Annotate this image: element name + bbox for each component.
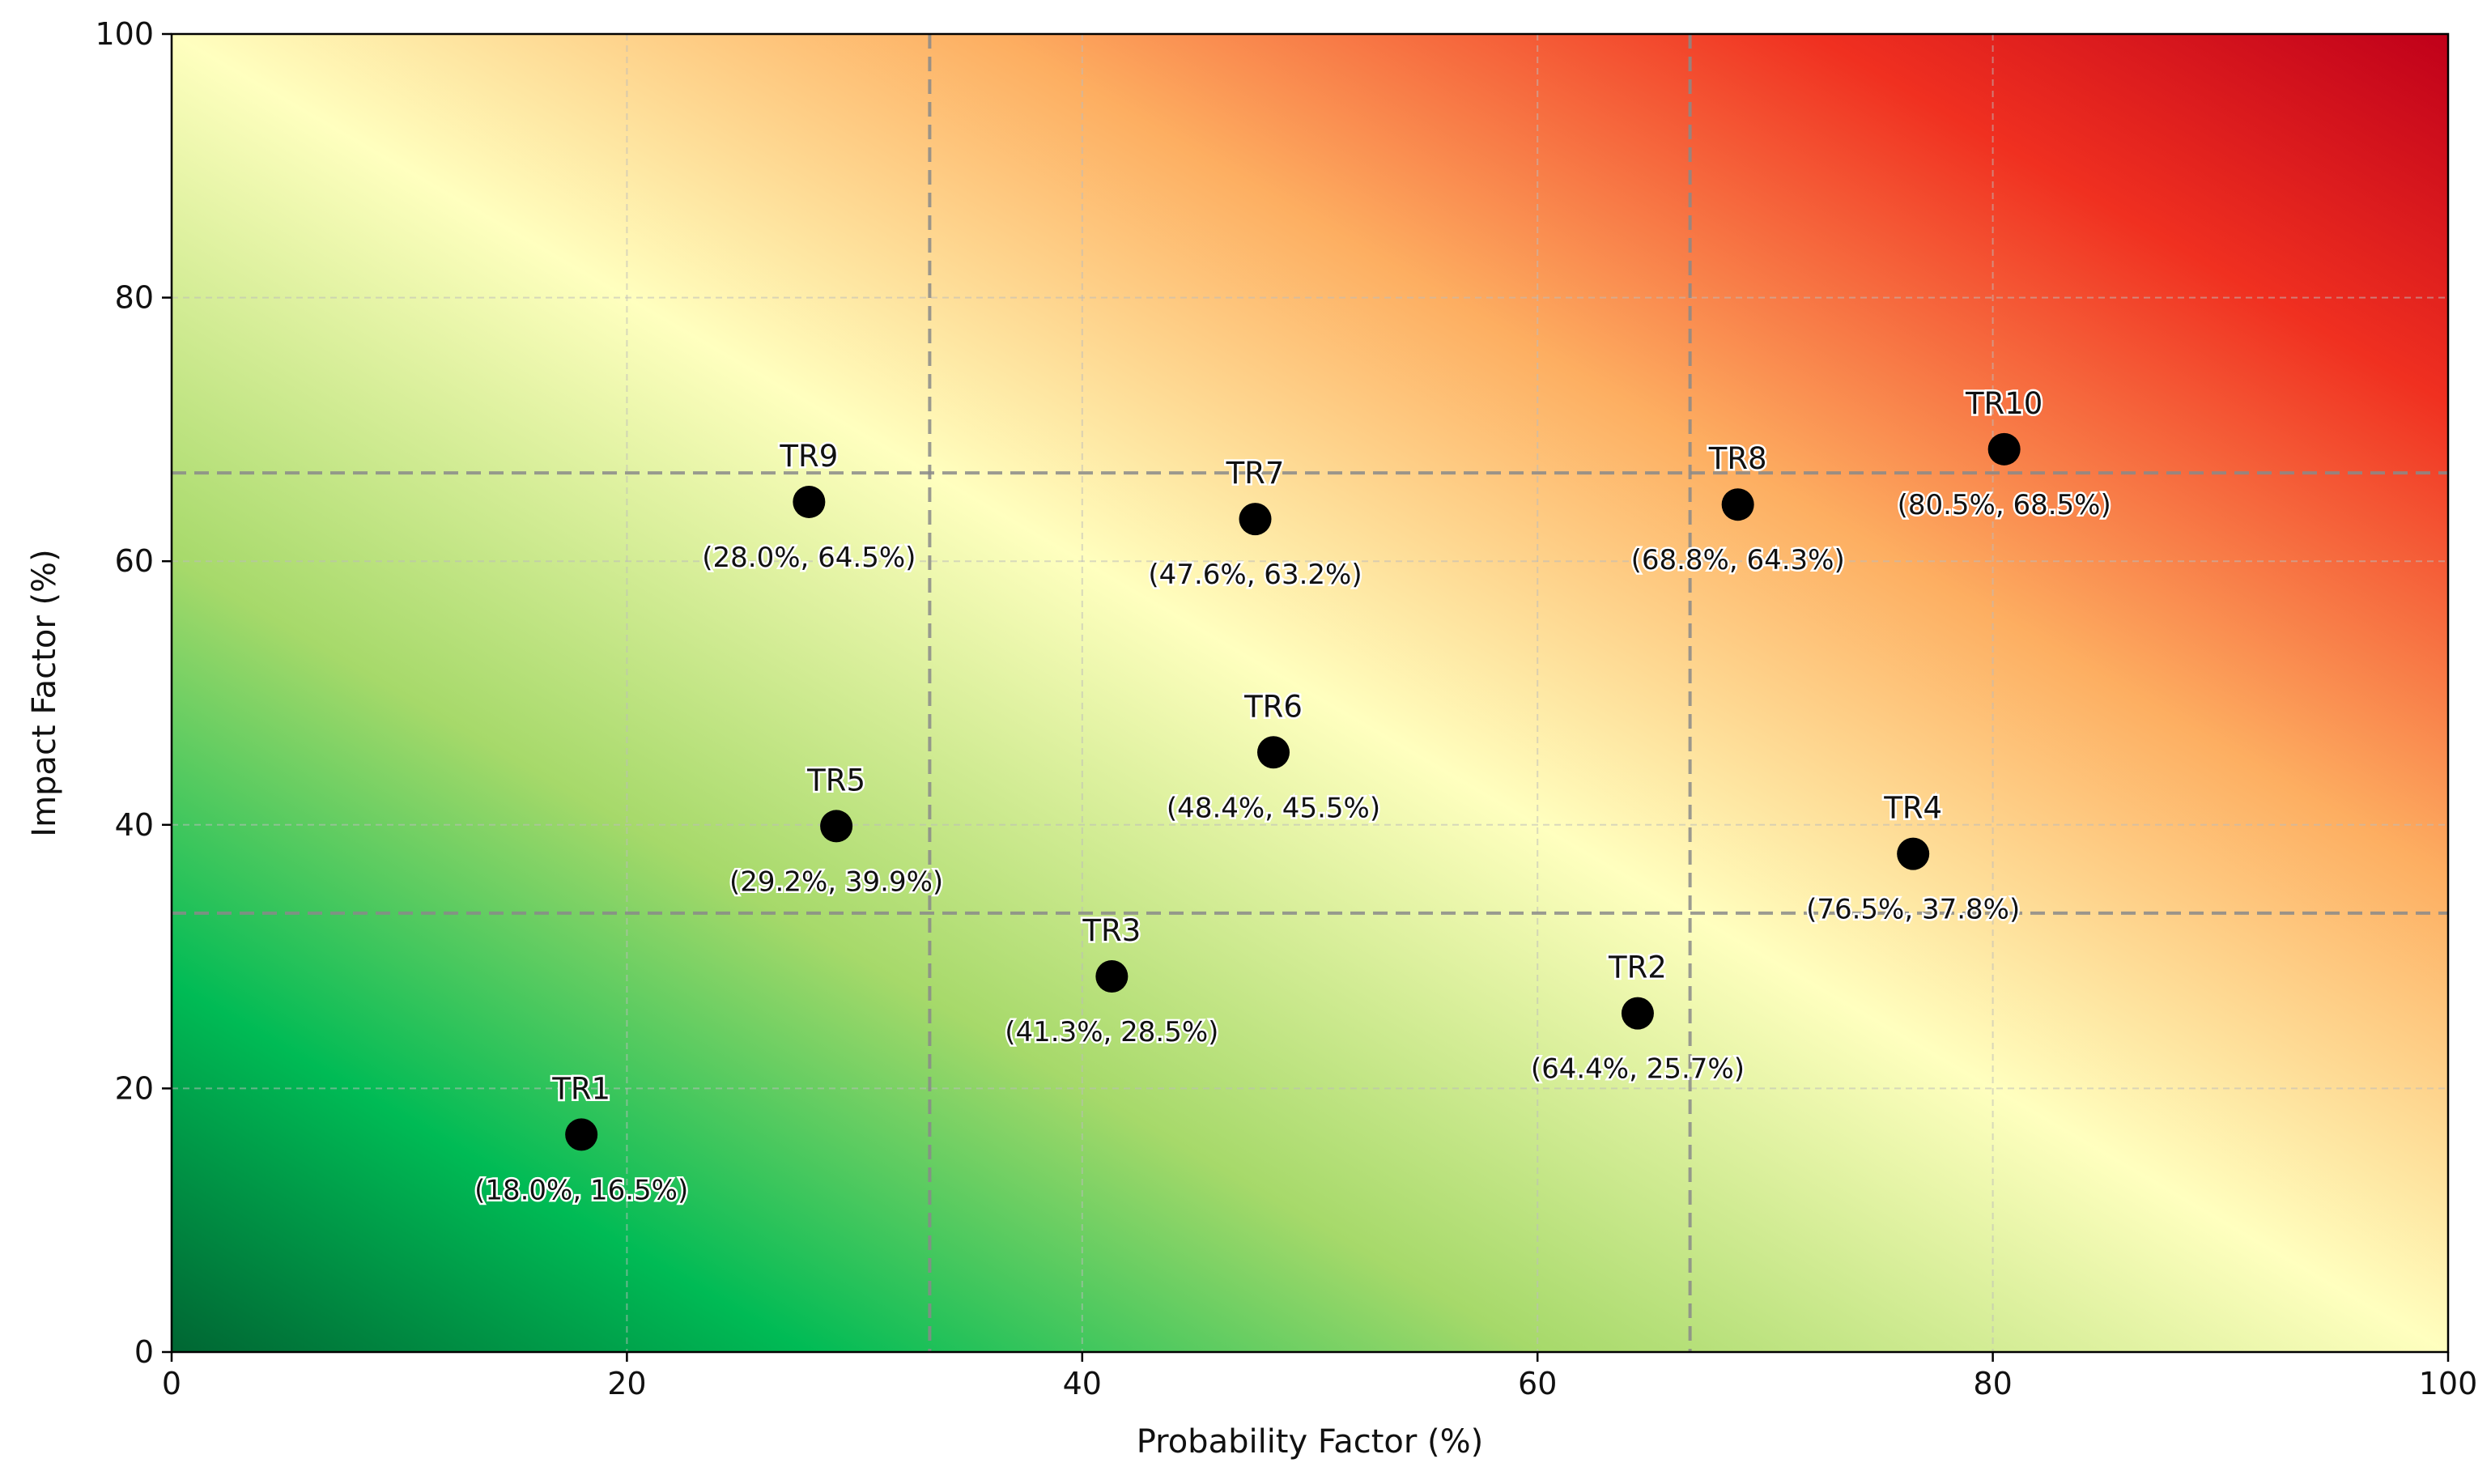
- point-label: TR9: [779, 439, 838, 474]
- data-point-tr3: TR3 (41.3%, 28.5%): [1003, 912, 1221, 1051]
- data-points: TR1 (18.0%, 16.5%) TR2 (64.4%, 25.7%) TR3 (41…: [473, 384, 2114, 1209]
- data-point-tr4: TR4 (76.5%, 37.8%): [1804, 789, 2022, 928]
- point-annotation: (28.0%, 64.5%): [702, 542, 916, 574]
- plot-background: [172, 34, 2448, 1352]
- point-annotation: (47.6%, 63.2%): [1148, 559, 1362, 591]
- y-tick-label: 60: [115, 543, 154, 579]
- y-axis-label: Impact Factor (%): [26, 549, 63, 836]
- point-marker: [1621, 997, 1654, 1030]
- x-tick-label: 80: [1973, 1366, 2012, 1401]
- point-annotation: (29.2%, 39.9%): [729, 865, 943, 898]
- point-label: TR7: [1226, 456, 1285, 491]
- data-point-tr6: TR6 (48.4%, 45.5%): [1164, 687, 1382, 827]
- point-marker: [1897, 837, 1930, 870]
- data-point-tr5: TR5 (29.2%, 39.9%): [728, 761, 946, 900]
- point-annotation: (76.5%, 37.8%): [1806, 894, 2020, 926]
- point-marker: [1721, 488, 1754, 521]
- x-tick-label: 40: [1063, 1366, 1102, 1401]
- point-annotation: (41.3%, 28.5%): [1005, 1016, 1218, 1048]
- x-tick-label: 100: [2419, 1366, 2478, 1401]
- point-label: TR5: [806, 763, 865, 797]
- data-point-tr7: TR7 (47.6%, 63.2%): [1146, 454, 1364, 593]
- y-tick-label: 40: [115, 807, 154, 843]
- point-annotation: (64.4%, 25.7%): [1531, 1053, 1745, 1086]
- point-marker: [793, 485, 826, 518]
- point-annotation: (48.4%, 45.5%): [1167, 792, 1380, 824]
- point-label: TR10: [1965, 386, 2043, 421]
- data-point-tr1: TR1 (18.0%, 16.5%): [473, 1069, 691, 1209]
- data-point-tr2: TR2 (64.4%, 25.7%): [1528, 948, 1746, 1087]
- point-label: TR6: [1243, 689, 1303, 724]
- plot-frame: [170, 32, 2450, 1354]
- x-axis-label: Probability Factor (%): [1137, 1423, 1484, 1461]
- point-label: TR8: [1708, 441, 1767, 476]
- x-tick-label: 0: [162, 1366, 181, 1401]
- grid-lines: [172, 34, 2448, 1352]
- point-label: TR2: [1608, 950, 1667, 985]
- point-annotation: (68.8%, 64.3%): [1631, 544, 1845, 576]
- zone-threshold-lines: [172, 34, 2448, 1352]
- point-marker: [1257, 736, 1290, 769]
- y-tick-label: 20: [115, 1070, 154, 1106]
- point-marker: [1095, 960, 1129, 993]
- point-marker: [1239, 503, 1272, 536]
- point-label: TR1: [551, 1071, 610, 1106]
- point-annotation: (80.5%, 68.5%): [1898, 489, 2111, 521]
- data-point-tr9: TR9 (28.0%, 64.5%): [700, 436, 918, 576]
- y-tick-label: 80: [115, 280, 154, 316]
- point-marker: [565, 1118, 598, 1151]
- point-marker: [1987, 432, 2021, 466]
- point-label: TR4: [1883, 791, 1942, 826]
- point-marker: [820, 810, 853, 843]
- y-tick-label: 100: [95, 16, 154, 52]
- point-label: TR3: [1082, 913, 1141, 948]
- x-tick-label: 60: [1518, 1366, 1557, 1401]
- data-point-tr10: TR10 (80.5%, 68.5%): [1895, 384, 2113, 523]
- y-tick-label: 0: [134, 1334, 154, 1370]
- point-annotation: (18.0%, 16.5%): [474, 1174, 688, 1206]
- x-tick-label: 20: [607, 1366, 646, 1401]
- axis-ticks: 0 20 40 60 80 100 0 20 40 60 80 100: [95, 16, 2477, 1401]
- data-point-tr8: TR8 (68.8%, 64.3%): [1629, 440, 1847, 579]
